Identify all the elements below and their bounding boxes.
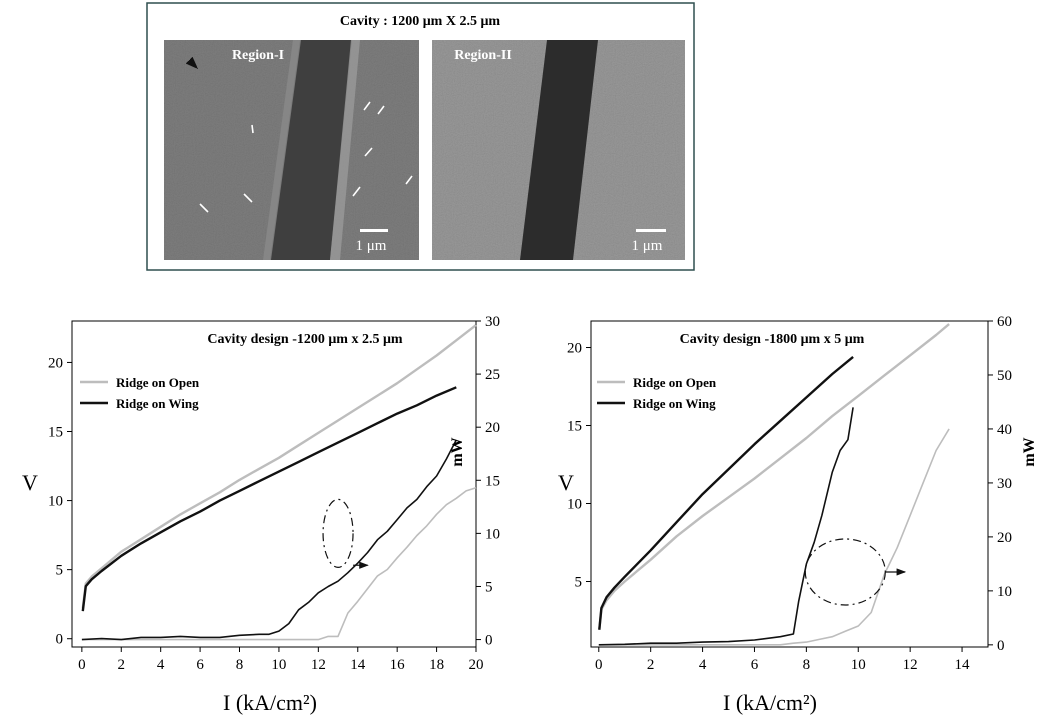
series-line-wing-right	[598, 407, 854, 646]
y-tick-label: 15	[48, 425, 63, 441]
defect-arrows	[185, 56, 413, 213]
y2-tick-label: 0	[997, 638, 1005, 654]
y2-tick-label: 30	[997, 476, 1012, 492]
x-tick-label: 12	[311, 657, 326, 673]
legend: Ridge on Open Ridge on Wing	[597, 375, 717, 411]
y-tick-label: 10	[567, 496, 582, 512]
plot-frame	[71, 320, 477, 648]
y2-tick-label: 60	[997, 314, 1012, 330]
chart-marks: 0 2 4 6 8 10 12 14 5 10 15 20 0 10 20 30 40 50 60	[567, 314, 1012, 673]
y2-tick-label: 25	[485, 367, 500, 383]
y2-tick-label: 30	[485, 314, 500, 330]
series-line-wing-right	[81, 439, 458, 641]
x-tick-label: 10	[851, 657, 866, 673]
y2-axis-label: mW	[449, 437, 466, 466]
annotation-ellipse	[804, 538, 886, 606]
x-tick-label: 2	[118, 657, 126, 673]
y2-tick-label: 10	[997, 584, 1012, 600]
x-tick-label: 10	[271, 657, 286, 673]
annotation-ellipse	[322, 498, 354, 568]
ridge-stripe	[520, 40, 598, 260]
x-tick-label: 4	[157, 657, 165, 673]
series-line-wing-left	[81, 386, 457, 612]
x-tick-label: 12	[903, 657, 918, 673]
x-tick-label: 16	[390, 657, 406, 673]
x-tick-label: 20	[469, 657, 484, 673]
legend-label: Ridge on Open	[633, 375, 717, 390]
x-tick-label: 0	[595, 657, 603, 673]
sem-panel-label: Region-I	[232, 48, 284, 63]
x-tick-label: 14	[350, 657, 366, 673]
legend-label: Ridge on Open	[116, 375, 200, 390]
x-tick-label: 8	[236, 657, 244, 673]
y2-tick-label: 20	[997, 530, 1012, 546]
x-tick-label: 0	[78, 657, 86, 673]
y2-tick-label: 5	[485, 579, 493, 595]
legend: Ridge on Open Ridge on Wing	[80, 375, 200, 411]
y2-axis-label: mW	[1021, 437, 1038, 466]
x-axis-label: I (kA/cm²)	[723, 690, 817, 715]
legend-label: Ridge on Wing	[633, 396, 716, 411]
y-tick-label: 10	[48, 494, 63, 510]
series-line-open-right	[81, 486, 477, 641]
chart-right: 0 2 4 6 8 10 12 14 5 10 15 20 0 10 20 30 40 50 60 Cavity d…	[558, 314, 1038, 715]
x-tick-label: 4	[699, 657, 707, 673]
x-tick-label: 6	[751, 657, 759, 673]
x-tick-label: 18	[429, 657, 444, 673]
y-tick-label: 5	[575, 574, 583, 590]
y2-tick-label: 50	[997, 368, 1012, 384]
chart-title: Cavity design -1800 μm x 5 μm	[680, 332, 865, 347]
y2-tick-label: 40	[997, 422, 1012, 438]
scale-bar-label: 1 μm	[632, 238, 663, 254]
scale-bar-label: 1 μm	[356, 238, 387, 254]
scale-bar	[636, 229, 666, 232]
x-tick-label: 8	[803, 657, 811, 673]
x-tick-label: 14	[955, 657, 971, 673]
y2-tick-label: 20	[485, 420, 500, 436]
x-axis-label: I (kA/cm²)	[223, 690, 317, 715]
y2-tick-label: 15	[485, 473, 500, 489]
y2-tick-label: 0	[485, 633, 493, 649]
y-axis-label: V	[558, 470, 574, 495]
y2-tick-label: 10	[485, 526, 500, 542]
series-line-open-left	[81, 324, 477, 609]
sem-panel-region-2: Region-II 1 μm	[432, 40, 685, 260]
plot-frame	[590, 320, 989, 648]
y-tick-label: 20	[567, 341, 582, 357]
y-axis-label: V	[22, 470, 38, 495]
x-tick-label: 2	[647, 657, 655, 673]
series-line-wing-left	[598, 355, 854, 630]
series-line-open-right	[598, 428, 950, 646]
sem-panel-region-1: Region-I 1 μm	[164, 40, 419, 260]
series-line-open-left	[598, 323, 950, 630]
legend-label: Ridge on Wing	[116, 396, 199, 411]
sem-figure: Cavity : 1200 μm X 2.5 μm Region-I 1 μm	[146, 2, 695, 271]
y-tick-label: 5	[56, 563, 64, 579]
y-tick-label: 15	[567, 419, 582, 435]
y-tick-label: 20	[48, 355, 63, 371]
x-tick-label: 6	[196, 657, 204, 673]
sem-panel-label: Region-II	[454, 48, 512, 63]
sem-title: Cavity : 1200 μm X 2.5 μm	[340, 14, 500, 29]
chart-title: Cavity design -1200 μm x 2.5 μm	[207, 332, 402, 347]
ridge-stripe	[270, 40, 352, 260]
scale-bar	[360, 229, 388, 232]
y-tick-label: 0	[56, 632, 64, 648]
